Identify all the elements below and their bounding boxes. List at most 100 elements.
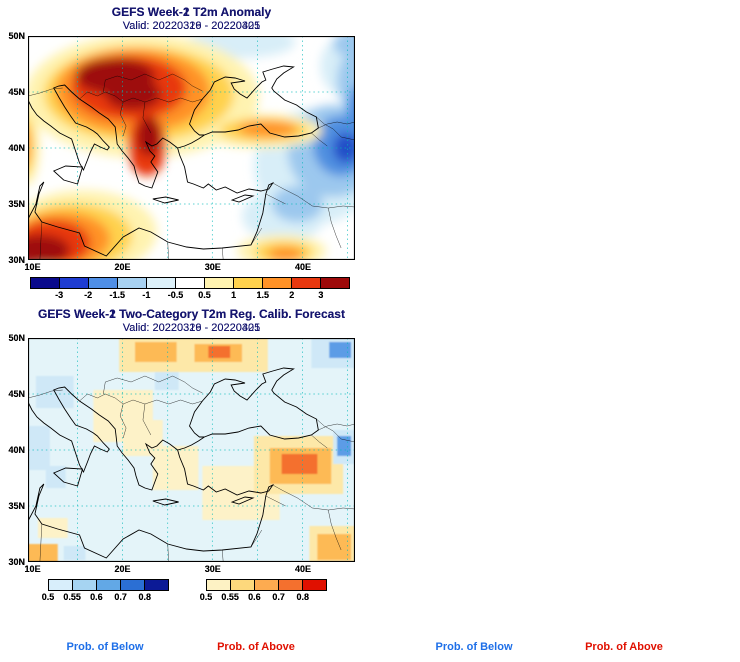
prob-of-above-label: Prob. of Above	[585, 641, 663, 653]
colorbar-tick-label: 0.7	[114, 592, 127, 602]
colorbar-tick-label: 0.5	[199, 592, 213, 602]
footer-labels: Prob. of Below Prob. of Above Prob. of B…	[0, 641, 740, 659]
lat-tick-label: 45N	[8, 389, 25, 399]
colorbar-cell	[279, 580, 303, 590]
colorbar-tick-label: 0.7	[272, 592, 285, 602]
colorbar-tick-label: 1	[231, 290, 237, 300]
lon-tick-label: 40E	[294, 564, 312, 574]
prob-of-above-label: Prob. of Above	[217, 641, 295, 653]
colorbar-ticks: 0.5 0.55 0.6 0.7 0.8	[200, 591, 327, 602]
lat-tick-label: 50N	[8, 333, 25, 343]
valid-range: Valid: 20220319 - 20220325	[122, 20, 261, 32]
lon-tick-label: 30E	[204, 564, 221, 574]
colorbar-ticks: -3 -2 -1.5 -1 -0.5 0.5 1 1.5 2 3	[30, 289, 350, 300]
colorbar-tick-label: -1	[142, 290, 151, 300]
lon-tick-label: 10E	[24, 564, 41, 574]
colorbar-ticks: 0.5 0.55 0.6 0.7 0.8	[200, 591, 327, 602]
colorbar-tick-label: 0.6	[248, 592, 261, 602]
lat-tick-label: 30N	[8, 255, 25, 265]
lon-tick-label: 10E	[24, 262, 41, 272]
colorbar-tick-label: 0.55	[63, 592, 81, 602]
colorbar-tick-label: -2	[84, 290, 93, 300]
lat-tick-label: 30N	[8, 557, 25, 567]
colorbar-cell	[31, 278, 60, 288]
colorbar-ticks: 0.5 0.55 0.6 0.7 0.8	[42, 591, 169, 602]
colorbar-ticks: 0.5 0.55 0.6 0.7 0.8	[42, 591, 169, 602]
colorbar-tick-label: -3	[55, 290, 64, 300]
lon-axis: 10E 20E 30E 40E	[24, 262, 355, 273]
lat-axis: 50N 45N 40N 35N 30N	[0, 31, 26, 265]
colorbar-cell	[121, 580, 145, 590]
colorbar-tick-label: 1	[231, 290, 237, 300]
lon-tick-label: 10E	[24, 262, 41, 272]
valid-range: Valid: 20220326 - 20220401	[122, 322, 261, 334]
lon-tick-label: 30E	[204, 262, 221, 272]
valid-range: Valid: 20220326 - 20220401	[122, 20, 261, 32]
colorbar-cell	[321, 278, 349, 288]
lat-axis: 50N 45N 40N 35N 30N	[0, 333, 26, 567]
colorbar-cell	[147, 278, 176, 288]
colorbar-tick-label: 1.5	[256, 290, 269, 300]
colorbar-tick-label: 3	[318, 290, 324, 300]
colorbar-cell	[97, 580, 121, 590]
map-week2-anomaly-svg	[28, 36, 355, 260]
prob-below-colorbar: 0.5 0.55 0.6 0.7 0.8	[42, 579, 169, 602]
lon-tick-label: 20E	[114, 564, 131, 574]
map-week2-probability	[28, 338, 355, 562]
colorbar-tick-label: 0.8	[296, 592, 310, 602]
lat-tick-label: 40N	[8, 445, 25, 455]
lat-tick-label: 45N	[8, 87, 25, 97]
panel-week2-anomaly: GEFS Week-2 T2m Anomaly Valid: 20220326 …	[0, 0, 370, 300]
colorbar-tick-label: -1	[142, 290, 151, 300]
colorbar-tick-label: -0.5	[167, 290, 184, 300]
prob-above-colorbar: 0.5 0.55 0.6 0.7 0.8	[200, 579, 327, 602]
lon-tick-label: 20E	[114, 564, 131, 574]
lat-tick-label: 50N	[8, 31, 25, 41]
colorbar-tick-label: 0.5	[198, 290, 211, 300]
colorbar-cell	[207, 580, 231, 590]
lon-tick-label: 10E	[24, 564, 41, 574]
lon-tick-label: 20E	[114, 262, 131, 272]
colorbar-tick-label: 0.5	[199, 592, 213, 602]
colorbar-tick-label: 0.7	[114, 592, 127, 602]
colorbar-tick-label: 2	[289, 290, 295, 300]
lat-axis: 50N 45N 40N 35N 30N	[0, 31, 26, 265]
colorbar-cell	[176, 278, 205, 288]
lat-tick-label: 45N	[8, 87, 25, 97]
colorbar-tick-label: 3	[318, 290, 324, 300]
colorbar-tick-label: -1.5	[109, 290, 126, 300]
panel-title: GEFS Week-2 Two-Category T2m Reg. Calib.…	[38, 307, 345, 321]
colorbar-tick-label: 2	[289, 290, 295, 300]
colorbar-tick-label: 0.8	[138, 592, 152, 602]
colorbar-tick-label: -2	[84, 290, 93, 300]
lon-tick-label: 40E	[294, 262, 312, 272]
lat-tick-label: 35N	[8, 199, 25, 209]
colorbar-tick-label: 0.7	[272, 592, 285, 602]
anomaly-field	[28, 36, 355, 260]
colorbar-tick-label: 1.5	[256, 290, 269, 300]
panel-title: GEFS Week-2 T2m Anomaly	[111, 5, 272, 19]
lon-tick-label: 20E	[114, 262, 131, 272]
colorbar-cell	[263, 278, 292, 288]
colorbar-cell	[89, 278, 118, 288]
panel-week2-probability: GEFS Week-2 Two-Category T2m Reg. Calib.…	[0, 302, 370, 602]
colorbar-cell	[234, 278, 263, 288]
map-week2-anomaly	[28, 36, 355, 260]
colorbar-tick-label: 0.8	[138, 592, 152, 602]
colorbar-tick-label: 0.6	[90, 592, 103, 602]
colorbar-cells	[206, 579, 327, 591]
anomaly-colorbar: -3 -2 -1.5 -1 -0.5 0.5 1 1.5 2 3	[30, 277, 350, 300]
colorbar-cell	[49, 580, 73, 590]
colorbar-tick-label: 0.55	[221, 592, 239, 602]
lon-axis: 10E 20E 30E 40E	[24, 262, 355, 273]
lat-tick-label: 35N	[8, 501, 25, 511]
lon-axis: 10E 20E 30E 40E	[24, 564, 355, 575]
colorbar-cell	[205, 278, 234, 288]
colorbar-tick-label: -0.5	[167, 290, 184, 300]
colorbar-tick-label: 0.5	[41, 592, 55, 602]
lat-tick-label: 45N	[8, 389, 25, 399]
colorbar-cell	[118, 278, 147, 288]
colorbar-cell	[292, 278, 321, 288]
colorbar-cells	[30, 277, 350, 289]
